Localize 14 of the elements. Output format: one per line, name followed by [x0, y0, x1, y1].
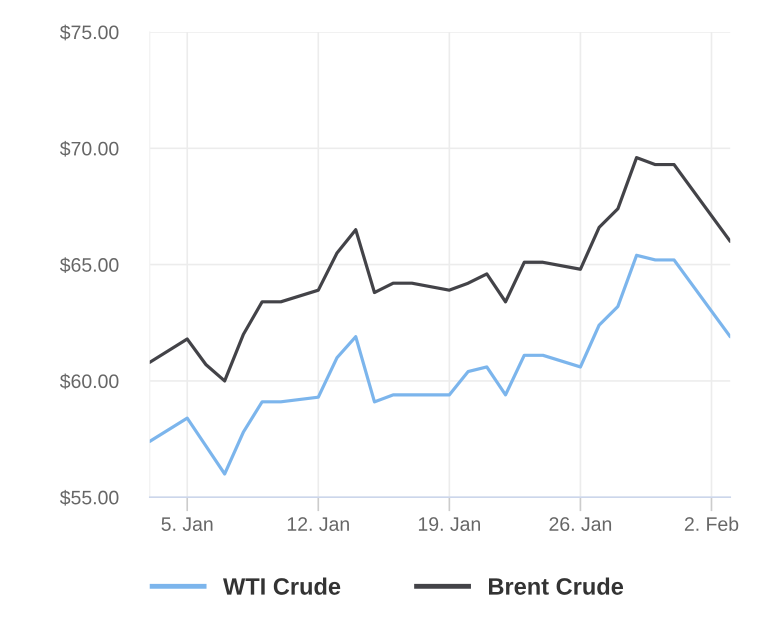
x-tick-label: 19. Jan: [418, 517, 480, 531]
legend-label: Brent Crude: [488, 577, 624, 595]
y-tick-label: $70.00: [60, 140, 118, 157]
x-tick-label: 26. Jan: [550, 517, 612, 531]
y-tick-label: $75.00: [60, 24, 118, 40]
y-tick-label: $65.00: [60, 257, 118, 273]
line-series: [150, 254, 730, 476]
y-tick-label: $55.00: [60, 490, 118, 506]
legend-label: WTI Crude: [223, 577, 340, 595]
x-tick-label: 12. Jan: [288, 517, 349, 531]
line-series: [150, 156, 730, 382]
x-tick-label: 2. Feb: [684, 516, 738, 531]
x-tick-label: 5. Jan: [162, 517, 212, 531]
y-tick-label: $60.00: [60, 374, 118, 390]
